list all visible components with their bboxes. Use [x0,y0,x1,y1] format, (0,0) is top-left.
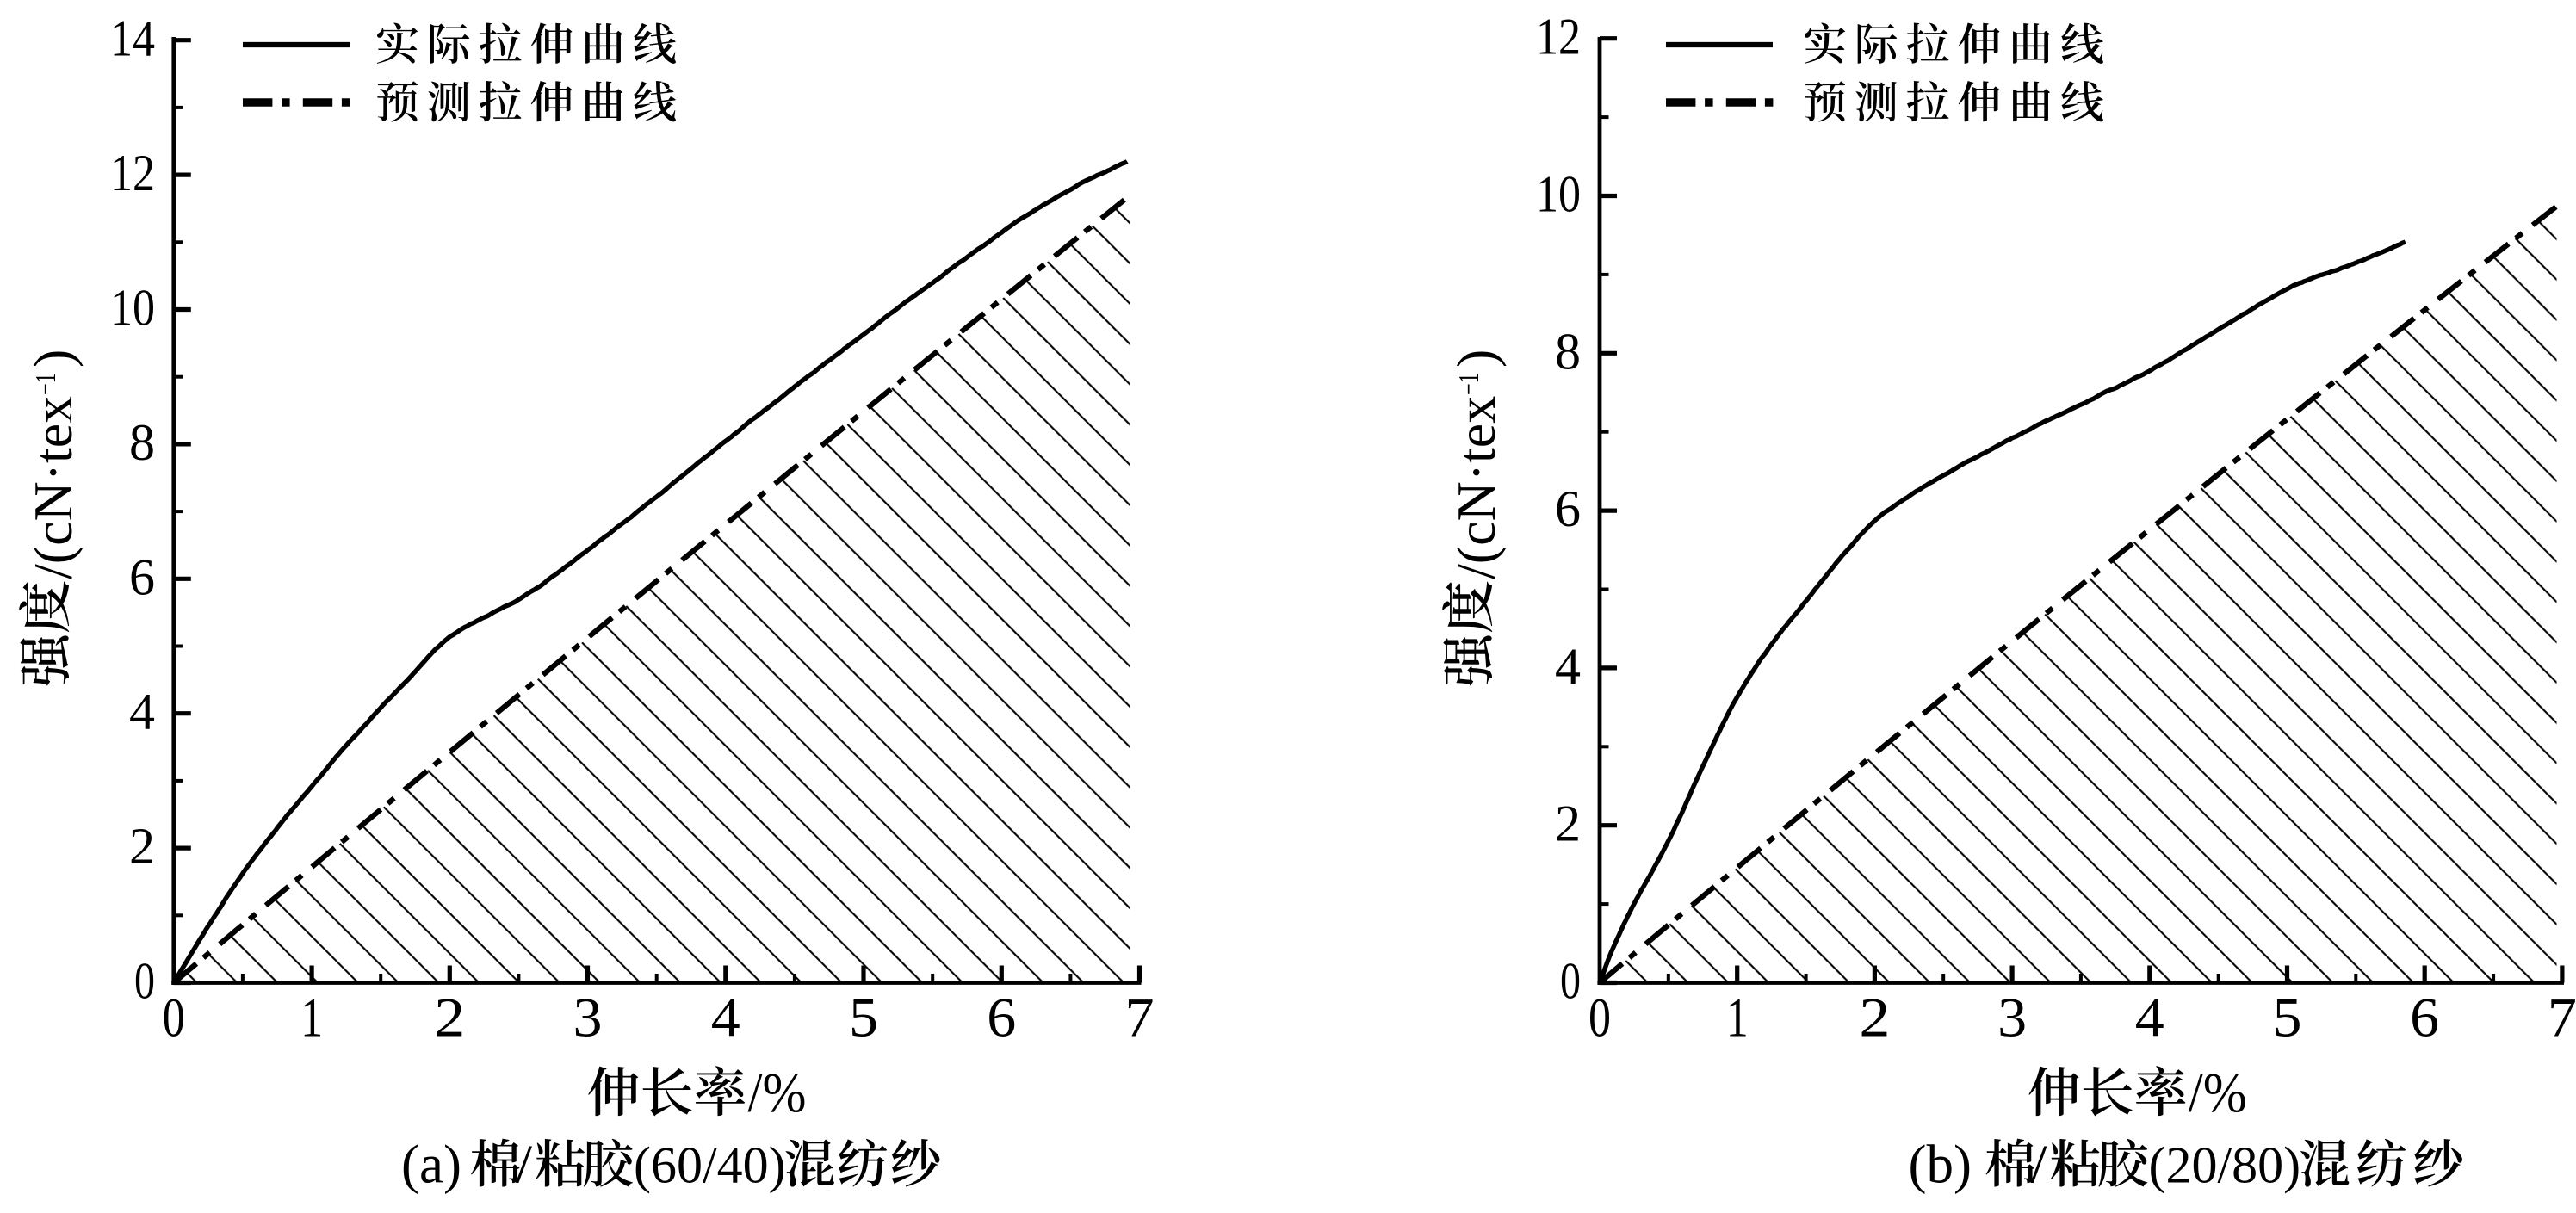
svg-text:0: 0 [1560,953,1581,1010]
svg-text:−1: −1 [1453,373,1485,395]
svg-text:12: 12 [1536,9,1581,65]
svg-text:/(cN·tex: /(cN·tex [1446,396,1507,579]
svg-text:6: 6 [129,548,155,605]
svg-text:1: 1 [1726,987,1749,1049]
svg-text:4: 4 [711,987,740,1049]
svg-text:/(cN·tex: /(cN·tex [22,396,84,579]
svg-text:(60/40): (60/40) [634,1137,786,1194]
svg-text:/: / [516,1134,532,1195]
svg-text:0: 0 [134,953,155,1010]
svg-text:4: 4 [129,684,155,740]
svg-text:2: 2 [129,818,155,875]
svg-text:5: 5 [849,987,878,1049]
svg-text:7: 7 [1125,987,1155,1049]
svg-text:): ) [22,350,84,368]
svg-text:6: 6 [987,987,1016,1049]
svg-text:(a): (a) [401,1135,461,1195]
svg-text:10: 10 [1536,166,1581,223]
svg-text:6: 6 [2410,987,2439,1049]
svg-text:10: 10 [110,280,155,337]
svg-text:4: 4 [2135,987,2164,1049]
svg-text:5: 5 [2273,987,2302,1049]
svg-text:7: 7 [2548,987,2576,1049]
svg-text:2: 2 [434,987,465,1049]
svg-text:6: 6 [1555,480,1581,537]
svg-text:1: 1 [300,987,323,1049]
svg-text:14: 14 [110,10,155,67]
svg-text:4: 4 [1555,638,1581,695]
svg-text:/%: /% [2189,1061,2247,1124]
svg-text:(b): (b) [1909,1135,1972,1195]
svg-text:2: 2 [1859,987,1890,1049]
svg-text:/: / [2031,1134,2047,1195]
svg-text:0: 0 [1588,987,1611,1049]
svg-text:2: 2 [1555,795,1581,852]
svg-text:(20/80): (20/80) [2149,1137,2301,1194]
svg-text:/%: /% [748,1061,807,1124]
svg-text:3: 3 [573,987,603,1049]
svg-text:3: 3 [1997,987,2027,1049]
svg-text:8: 8 [1555,323,1581,380]
svg-text:−1: −1 [30,373,62,395]
svg-text:8: 8 [129,414,155,471]
svg-text:12: 12 [110,145,155,201]
svg-text:): ) [1446,350,1507,368]
svg-text:0: 0 [163,987,185,1049]
